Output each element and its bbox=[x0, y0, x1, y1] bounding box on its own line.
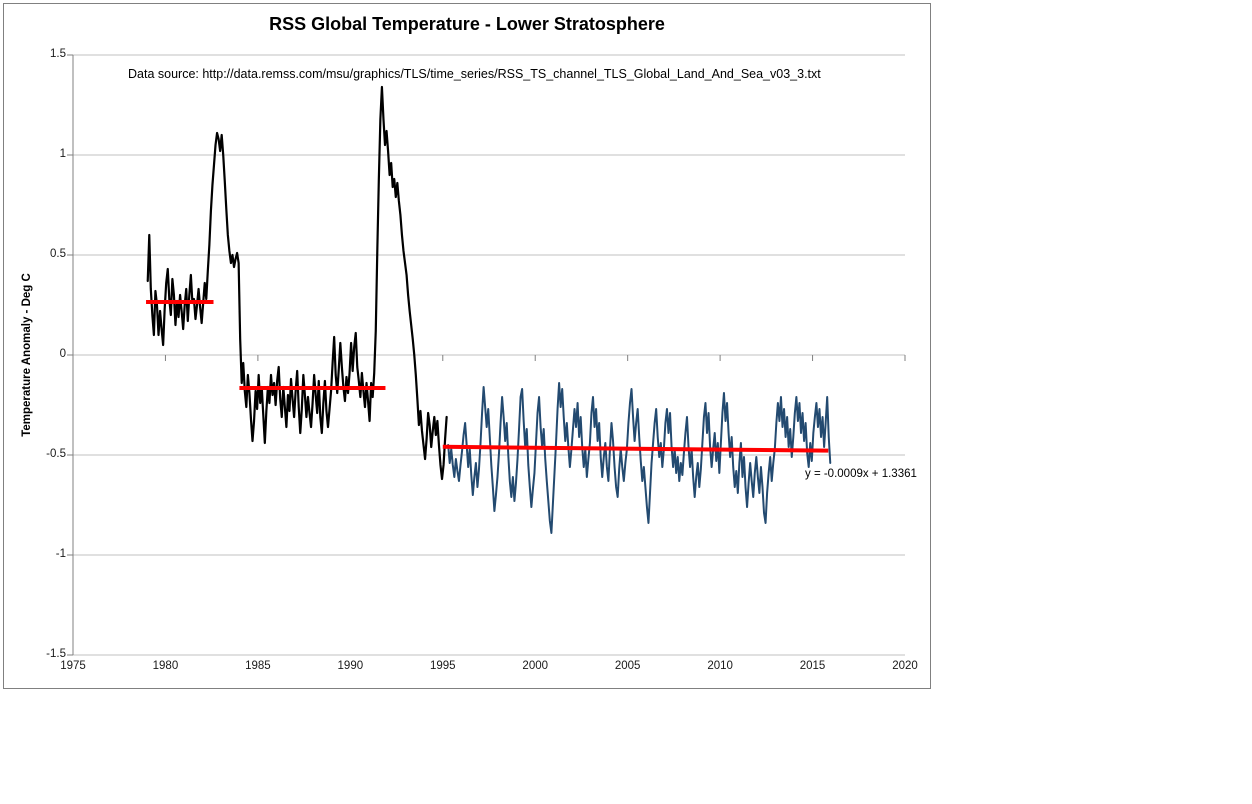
x-tick-label: 2020 bbox=[892, 660, 918, 672]
x-tick-label: 2010 bbox=[707, 660, 733, 672]
y-tick-label: 0.5 bbox=[50, 248, 66, 260]
x-tick-label: 2015 bbox=[799, 660, 826, 672]
y-tick-label: 1.5 bbox=[50, 48, 66, 60]
x-tick-label: 1975 bbox=[60, 660, 86, 672]
y-tick-label: 0 bbox=[59, 348, 66, 360]
series-line-early-black bbox=[146, 85, 448, 481]
x-tick-label: 1980 bbox=[152, 660, 179, 672]
y-tick-label: -1.5 bbox=[46, 648, 66, 660]
series-line-late-blue bbox=[447, 382, 832, 534]
y-tick-label: -1 bbox=[55, 548, 66, 560]
chart-title: RSS Global Temperature - Lower Stratosph… bbox=[269, 14, 665, 34]
trend-equation-label: y = -0.0009x + 1.3361 bbox=[805, 468, 917, 480]
data-source-note: Data source: http://data.remss.com/msu/g… bbox=[128, 67, 821, 81]
y-tick-label: 1 bbox=[59, 148, 66, 160]
x-tick-label: 2000 bbox=[522, 660, 549, 672]
y-tick-label: -0.5 bbox=[46, 448, 66, 460]
plot-area bbox=[67, 54, 906, 656]
mean-trend-segment bbox=[442, 444, 829, 453]
x-tick-label: 1990 bbox=[337, 660, 364, 672]
x-tick-label: 2005 bbox=[614, 660, 641, 672]
x-tick-label: 1985 bbox=[245, 660, 271, 672]
x-tick-label: 1995 bbox=[429, 660, 456, 672]
chart-frame: RSS Global Temperature - Lower Stratosph… bbox=[3, 3, 931, 689]
